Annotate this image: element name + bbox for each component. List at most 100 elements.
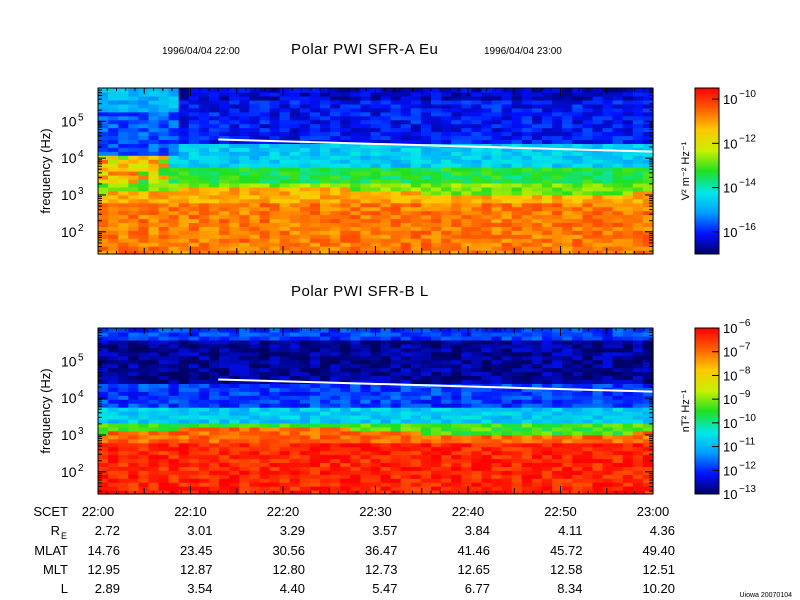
spectrogram-cell (542, 119, 553, 125)
spectrogram-cell (441, 159, 452, 164)
spectrogram-cell (572, 462, 583, 467)
spectrogram-cell (602, 446, 614, 452)
spectrogram-cell (259, 230, 271, 235)
spectrogram-cell (350, 466, 361, 471)
spectrogram-cell (198, 178, 210, 184)
spectrogram-cell (562, 186, 573, 192)
spectrogram-cell (562, 430, 573, 436)
spectrogram-cell (612, 454, 624, 460)
spectrogram-cell (138, 234, 150, 239)
spectrogram-cell (219, 395, 230, 400)
spectrogram-cell (451, 446, 462, 452)
spectrogram-cell (400, 347, 412, 353)
spectrogram-cell (98, 88, 109, 93)
spectrogram-cell (330, 167, 341, 172)
spectrogram-cell (118, 454, 129, 460)
spectrogram-cell (531, 403, 543, 408)
spectrogram-cell (562, 103, 573, 109)
spectrogram-cell (370, 367, 382, 373)
spectrogram-cell (340, 230, 351, 235)
spectrogram-cell (542, 407, 553, 412)
spectrogram-cell (471, 163, 483, 168)
spectrogram-cell (360, 438, 372, 444)
spectrogram-cell (209, 218, 220, 223)
spectrogram-cell (178, 470, 190, 475)
spectrogram-cell (229, 147, 240, 152)
spectrogram-cell (299, 482, 311, 487)
spectrogram-cell (562, 139, 573, 144)
spectrogram-cell (501, 478, 513, 483)
spectrogram-cell (542, 210, 553, 216)
spectrogram-cell (420, 210, 432, 216)
spectrogram-cell (471, 462, 483, 467)
spectrogram-cell (542, 462, 553, 467)
spectrogram-cell (612, 175, 624, 180)
spectrogram-cell (209, 422, 220, 428)
spectrogram-cell (441, 407, 452, 412)
spectrogram-cell (602, 415, 614, 420)
spectrogram-cell (209, 450, 220, 456)
spectrogram-cell (511, 403, 523, 408)
spectrogram-cell (370, 415, 382, 420)
spectrogram-cell (138, 470, 150, 475)
spectrogram-cell (340, 355, 351, 361)
spectrogram-cell (279, 474, 291, 479)
spectrogram-cell (552, 391, 563, 396)
spectrogram-cell (521, 147, 533, 152)
spectrogram-cell (451, 328, 462, 333)
spectrogram-cell (410, 454, 422, 460)
spectrogram-cell (491, 95, 503, 101)
spectrogram-cell (642, 92, 654, 97)
spectrogram-cell (350, 210, 361, 216)
spectrogram-cell (279, 119, 291, 125)
spectrogram-cell (420, 222, 432, 227)
spectrogram-cell (340, 151, 351, 156)
spectrogram-cell (98, 343, 109, 349)
spectrogram-cell (108, 210, 119, 216)
spectrogram-cell (289, 430, 301, 436)
spectrogram-cell (370, 466, 382, 471)
spectrogram-cell (148, 167, 160, 172)
spectrogram-cell (118, 88, 129, 93)
spectrogram-cell (501, 351, 513, 357)
spectrogram-cell (118, 92, 129, 97)
spectrogram-cell (178, 379, 190, 384)
spectrogram-cell (431, 115, 442, 121)
spectrogram-cell (441, 127, 452, 133)
spectrogram-cell (451, 206, 462, 212)
spectrogram-cell (330, 194, 341, 200)
spectrogram-cell (511, 155, 523, 160)
spectrogram-cell (239, 238, 250, 243)
spectrogram-cell (410, 438, 422, 444)
spectrogram-cell (410, 359, 422, 365)
spectrogram-cell (299, 383, 311, 388)
spectrogram-cell (128, 347, 139, 353)
spectrogram-cell (178, 178, 190, 184)
spectrogram-cell (239, 135, 250, 140)
spectrogram-cell (501, 182, 513, 188)
spectrogram-cell (108, 339, 119, 345)
spectrogram-cell (420, 131, 432, 137)
spectrogram-cell (511, 379, 523, 384)
spectrogram-cell (168, 190, 180, 196)
spectrogram-cell (420, 92, 432, 97)
spectrogram-cell (511, 103, 523, 109)
spectrogram-cell (511, 175, 523, 180)
spectrogram-cell (229, 135, 240, 140)
spectrogram-cell (501, 147, 513, 152)
spectrogram-cell (360, 442, 372, 448)
spectrogram-cell (552, 238, 563, 243)
spectrogram-cell (420, 99, 432, 105)
spectrogram-cell (491, 375, 503, 380)
spectrogram-cell (108, 422, 119, 428)
spectrogram-cell (481, 103, 493, 109)
spectrogram-cell (592, 218, 604, 223)
spectrogram-cell (178, 194, 190, 200)
spectrogram-cell (279, 450, 291, 456)
spectrogram-cell (441, 210, 452, 216)
spectrogram-cell (410, 482, 422, 487)
spectrogram-cell (259, 383, 271, 388)
spectrogram-cell (158, 458, 170, 463)
spectrogram-cell (420, 163, 432, 168)
spectrogram-cell (219, 103, 230, 109)
